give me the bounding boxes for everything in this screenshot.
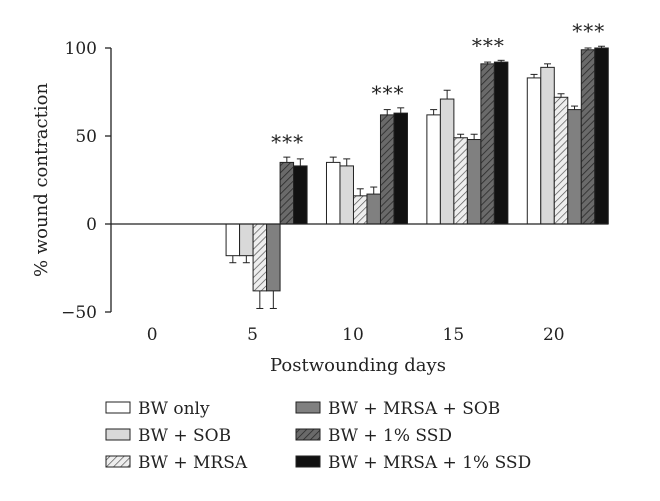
bar: [594, 47, 609, 225]
bar: [293, 165, 308, 225]
significance-marker: ***: [572, 19, 605, 43]
x-tick-label: 0: [147, 325, 158, 345]
legend-item: BW + MRSA + SOB: [295, 399, 500, 419]
bar: [426, 114, 441, 225]
bar: [540, 66, 555, 225]
bar: [439, 98, 455, 225]
bar: [493, 61, 509, 225]
significance-marker: ***: [271, 130, 304, 154]
x-axis-title: Postwounding days: [270, 355, 446, 376]
x-tick-label: 20: [543, 325, 565, 345]
y-tick-label: −50: [61, 303, 97, 323]
bar: [366, 193, 381, 225]
legend-label: BW + MRSA + SOB: [328, 399, 500, 419]
legend-label: BW + SOB: [138, 426, 231, 446]
legend-swatch: [105, 428, 131, 441]
y-axis-title: % wound contraction: [31, 83, 52, 277]
bar: [225, 223, 241, 257]
legend-swatch: [295, 401, 321, 414]
legend-item: BW + SOB: [105, 426, 231, 446]
bar: [466, 139, 482, 225]
bar: [239, 223, 254, 257]
bar: [453, 137, 468, 225]
plot-area: *** *** *** ***: [225, 19, 609, 309]
legend-item: BW + 1% SSD: [295, 426, 452, 446]
legend-swatch: [295, 455, 321, 468]
bar: [266, 223, 281, 292]
bar: [480, 63, 495, 225]
bar: [567, 109, 582, 225]
legend-swatch: [295, 428, 321, 441]
bar: [393, 112, 408, 225]
y-tick-label: 0: [86, 215, 97, 235]
x-tick-label: 5: [247, 325, 258, 345]
legend-item: BW + MRSA: [105, 453, 248, 473]
legend-label: BW only: [138, 399, 210, 419]
y-axis: −50 0 50 100: [61, 39, 112, 323]
significance-marker: ***: [472, 33, 505, 57]
significance-marker: ***: [371, 81, 404, 105]
bar: [553, 96, 569, 225]
legend: BW only BW + SOB BW + MRSA BW + MRSA + SOB B…: [105, 399, 531, 473]
y-tick-label: 100: [65, 39, 97, 59]
bar: [325, 161, 341, 225]
legend-label: BW + MRSA + 1% SSD: [328, 453, 531, 473]
bar: [580, 49, 596, 225]
legend-swatch: [105, 455, 131, 468]
legend-swatch: [105, 401, 131, 414]
y-tick-label: 50: [75, 127, 97, 147]
bar: [279, 161, 295, 225]
bar: [339, 165, 354, 225]
legend-label: BW + 1% SSD: [328, 426, 452, 446]
x-axis: 0 5 10 15 20: [111, 223, 608, 345]
x-tick-label: 15: [443, 325, 465, 345]
bar: [252, 223, 268, 292]
legend-label: BW + MRSA: [138, 453, 248, 473]
bar: [352, 195, 368, 225]
x-tick-label: 10: [342, 325, 364, 345]
legend-item: BW + MRSA + 1% SSD: [295, 453, 531, 473]
bar: [379, 114, 395, 225]
legend-item: BW only: [105, 399, 210, 419]
bar: [526, 77, 542, 225]
